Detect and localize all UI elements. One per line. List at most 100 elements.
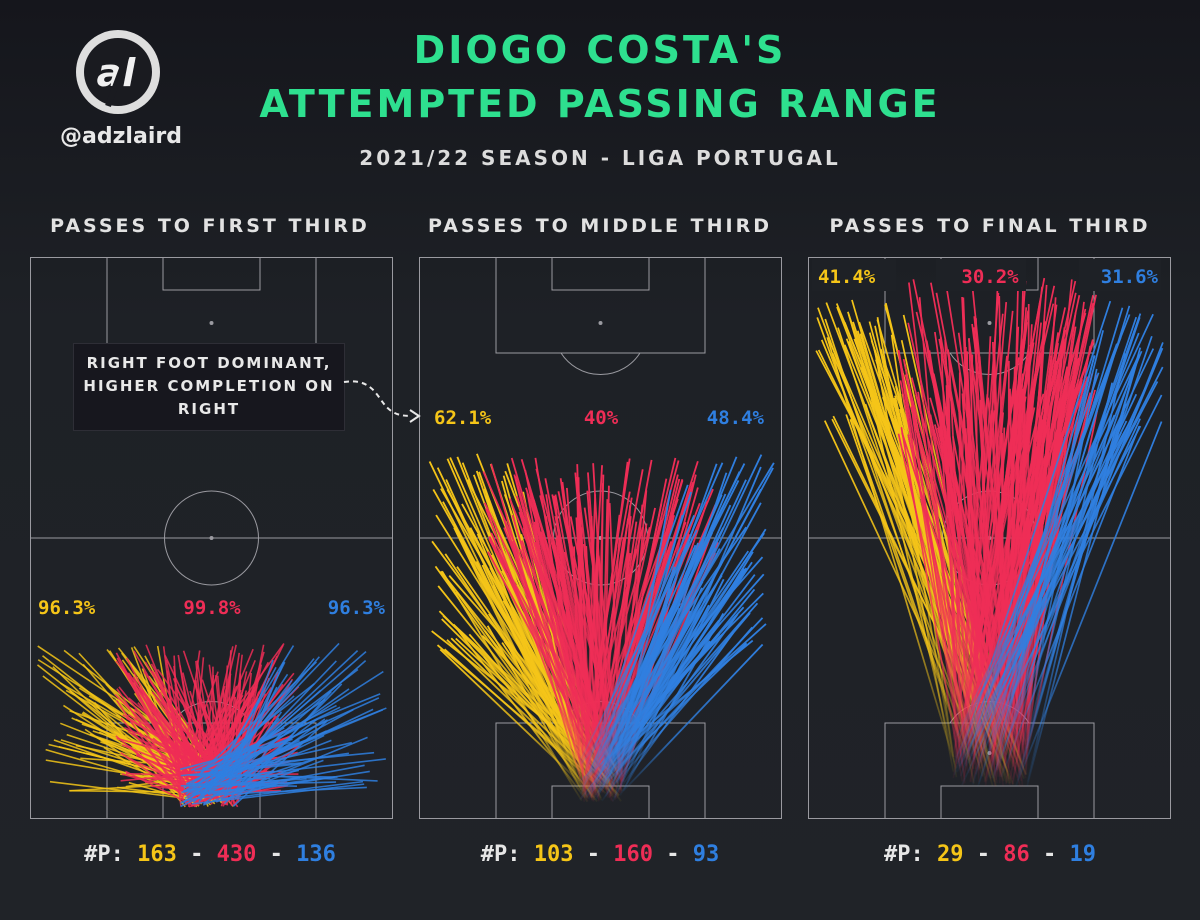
author-logo: al (76, 30, 160, 114)
completion-label-left: 62.1% (434, 407, 492, 429)
completion-label-centre: 99.8% (183, 597, 241, 619)
pass-line (192, 785, 277, 795)
counts-final-third: #P: 29 - 86 - 19 (884, 842, 1097, 867)
pass-line (987, 397, 1024, 755)
pass-line (918, 297, 957, 738)
annotation-box: RIGHT FOOT DOMINANT, HIGHER COMPLETION O… (73, 343, 345, 431)
pass-line (972, 406, 1071, 757)
counts-label: #P: (884, 842, 924, 867)
pass-line (219, 708, 374, 783)
counts-middle-third: #P: 103 - 160 - 93 (480, 842, 720, 867)
counts-label: #P: (480, 842, 521, 867)
author-handle: @adzlaird (60, 124, 182, 149)
pass-line (944, 410, 1001, 777)
label-backdrop (936, 259, 1026, 291)
pass-line (184, 670, 384, 800)
completion-label-centre: 30.2% (961, 266, 1019, 288)
pass-line (201, 741, 291, 770)
pass-line (997, 317, 1141, 741)
bottom-six-yard-box (940, 785, 1039, 819)
pass-line (971, 397, 1067, 741)
centre-spot (209, 536, 214, 540)
pass-line (226, 650, 232, 806)
pass-line (598, 456, 738, 792)
bottom-penalty-box (106, 722, 317, 819)
pass-line (208, 666, 277, 791)
pass-line (237, 691, 332, 796)
pass-line (956, 418, 1133, 736)
title-line-2: ATTEMPTED PASSING RANGE (259, 82, 941, 126)
annotation-line-2: HIGHER COMPLETION ON (83, 377, 335, 395)
top-penalty-arc (560, 352, 641, 375)
pass-line (579, 526, 747, 766)
pass-line (434, 565, 590, 782)
pass-line (588, 602, 759, 796)
count-right: 19 (1069, 842, 1097, 867)
pitch-final-third: 41.4% 30.2% 31.6% (808, 257, 1171, 819)
top-penalty-box (495, 257, 706, 354)
pass-line (207, 660, 337, 795)
completion-label-centre: 40% (584, 407, 619, 429)
annotation-arrow (343, 380, 421, 423)
pass-line (611, 528, 767, 765)
panel-title-first-third: PASSES TO FIRST THIRD (50, 215, 370, 237)
pass-lines (428, 453, 775, 803)
pass-line (958, 372, 961, 728)
annotation-line-3: RIGHT (177, 400, 241, 418)
pass-line (1017, 354, 1140, 777)
pass-line (521, 546, 585, 765)
count-right: 136 (296, 842, 336, 867)
pass-line (127, 672, 209, 783)
pass-line (594, 642, 748, 790)
pass-line (614, 502, 762, 769)
pass-line (62, 704, 199, 795)
pass-line (1015, 421, 1163, 787)
pass-line (490, 463, 587, 787)
pass-line (587, 519, 663, 781)
pass-line (952, 388, 1017, 735)
pass-line (151, 670, 206, 781)
pass-line (606, 640, 711, 779)
top-penalty-spot (598, 321, 603, 325)
pass-line (578, 529, 698, 764)
pass-line (192, 697, 380, 783)
pass-line (189, 774, 338, 778)
pass-line (589, 462, 724, 765)
top-penalty-spot (209, 321, 214, 325)
pass-line (148, 716, 192, 771)
pass-line (580, 463, 746, 787)
pass-line (215, 776, 300, 803)
pass-line (613, 626, 753, 787)
pass-line (622, 643, 764, 792)
pass-line (579, 622, 722, 801)
pass-line (958, 410, 996, 767)
completion-label-right: 48.4% (707, 407, 765, 429)
pass-line (993, 418, 1141, 736)
pass-line (177, 654, 200, 785)
panel-title-final-third: PASSES TO FINAL THIRD (829, 215, 1151, 237)
pass-line (190, 693, 381, 771)
pass-line (1022, 368, 1098, 746)
pass-line (900, 427, 964, 782)
pass-line (977, 307, 1124, 787)
completion-label-right: 31.6% (1101, 266, 1159, 288)
completion-label-left: 41.4% (818, 266, 876, 288)
pass-line (947, 389, 958, 757)
pass-line (532, 499, 612, 791)
pass-line (574, 472, 604, 788)
title-line-1: DIOGO COSTA'S (413, 28, 787, 72)
pitch-middle-third: 62.1% 40% 48.4% (419, 257, 782, 819)
pass-line (966, 310, 1014, 757)
annotation-line-1: RIGHT FOOT DOMINANT, (86, 354, 332, 372)
pass-line (899, 380, 968, 745)
count-centre: 160 (613, 842, 653, 867)
pass-line (1026, 353, 1127, 782)
counts-first-third: #P: 163 - 430 - 136 (84, 842, 336, 867)
label-backdrop (1079, 259, 1161, 291)
pass-line (197, 696, 231, 773)
completion-label-left: 96.3% (38, 597, 96, 619)
pass-line (604, 479, 747, 781)
pass-line (173, 730, 197, 782)
pass-line (180, 734, 325, 808)
pass-line (580, 573, 765, 782)
